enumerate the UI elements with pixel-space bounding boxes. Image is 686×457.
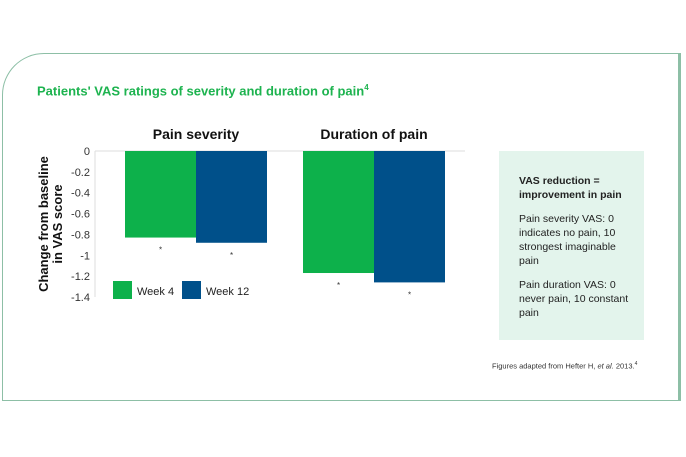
y-tick-label: -0.6 [71,209,90,221]
y-tick-label: -1.4 [71,292,90,304]
bar-week-12 [374,151,445,283]
panel-frame [2,53,681,401]
chart-title: Patients' VAS ratings of severity and du… [37,83,369,99]
source-note: Figures adapted from Hefter H, et al. 20… [492,361,638,371]
y-axis-label: Change from baselinein VAS score [36,156,65,292]
legend-swatch [182,281,201,299]
category-label: Duration of pain [320,126,427,142]
significance-marker: * [230,251,233,260]
info-heading: VAS reduction = improvement in pain [519,175,622,201]
category-label: Pain severity [153,126,240,142]
significance-marker: * [159,246,162,255]
legend-swatch [113,281,132,299]
y-tick-label: -1.2 [71,271,90,283]
y-tick-label: 0 [84,146,90,158]
y-tick-label: -0.4 [71,188,90,200]
info-severity: Pain severity VAS: 0 indicates no pain, … [519,213,616,267]
bar-week-12 [196,151,267,243]
significance-marker: * [408,290,411,299]
legend-label: Week 4 [137,286,174,298]
y-tick-label: -1 [80,250,90,262]
bar-week-4 [125,151,196,238]
y-tick-label: -0.8 [71,229,90,241]
significance-marker: * [337,281,340,290]
info-box: VAS reduction = improvement in pain Pain… [499,151,644,340]
bar-week-4 [303,151,374,274]
info-duration: Pain duration VAS: 0 never pain, 10 cons… [519,279,629,319]
y-tick-label: -0.2 [71,167,90,179]
legend-label: Week 12 [206,286,249,298]
